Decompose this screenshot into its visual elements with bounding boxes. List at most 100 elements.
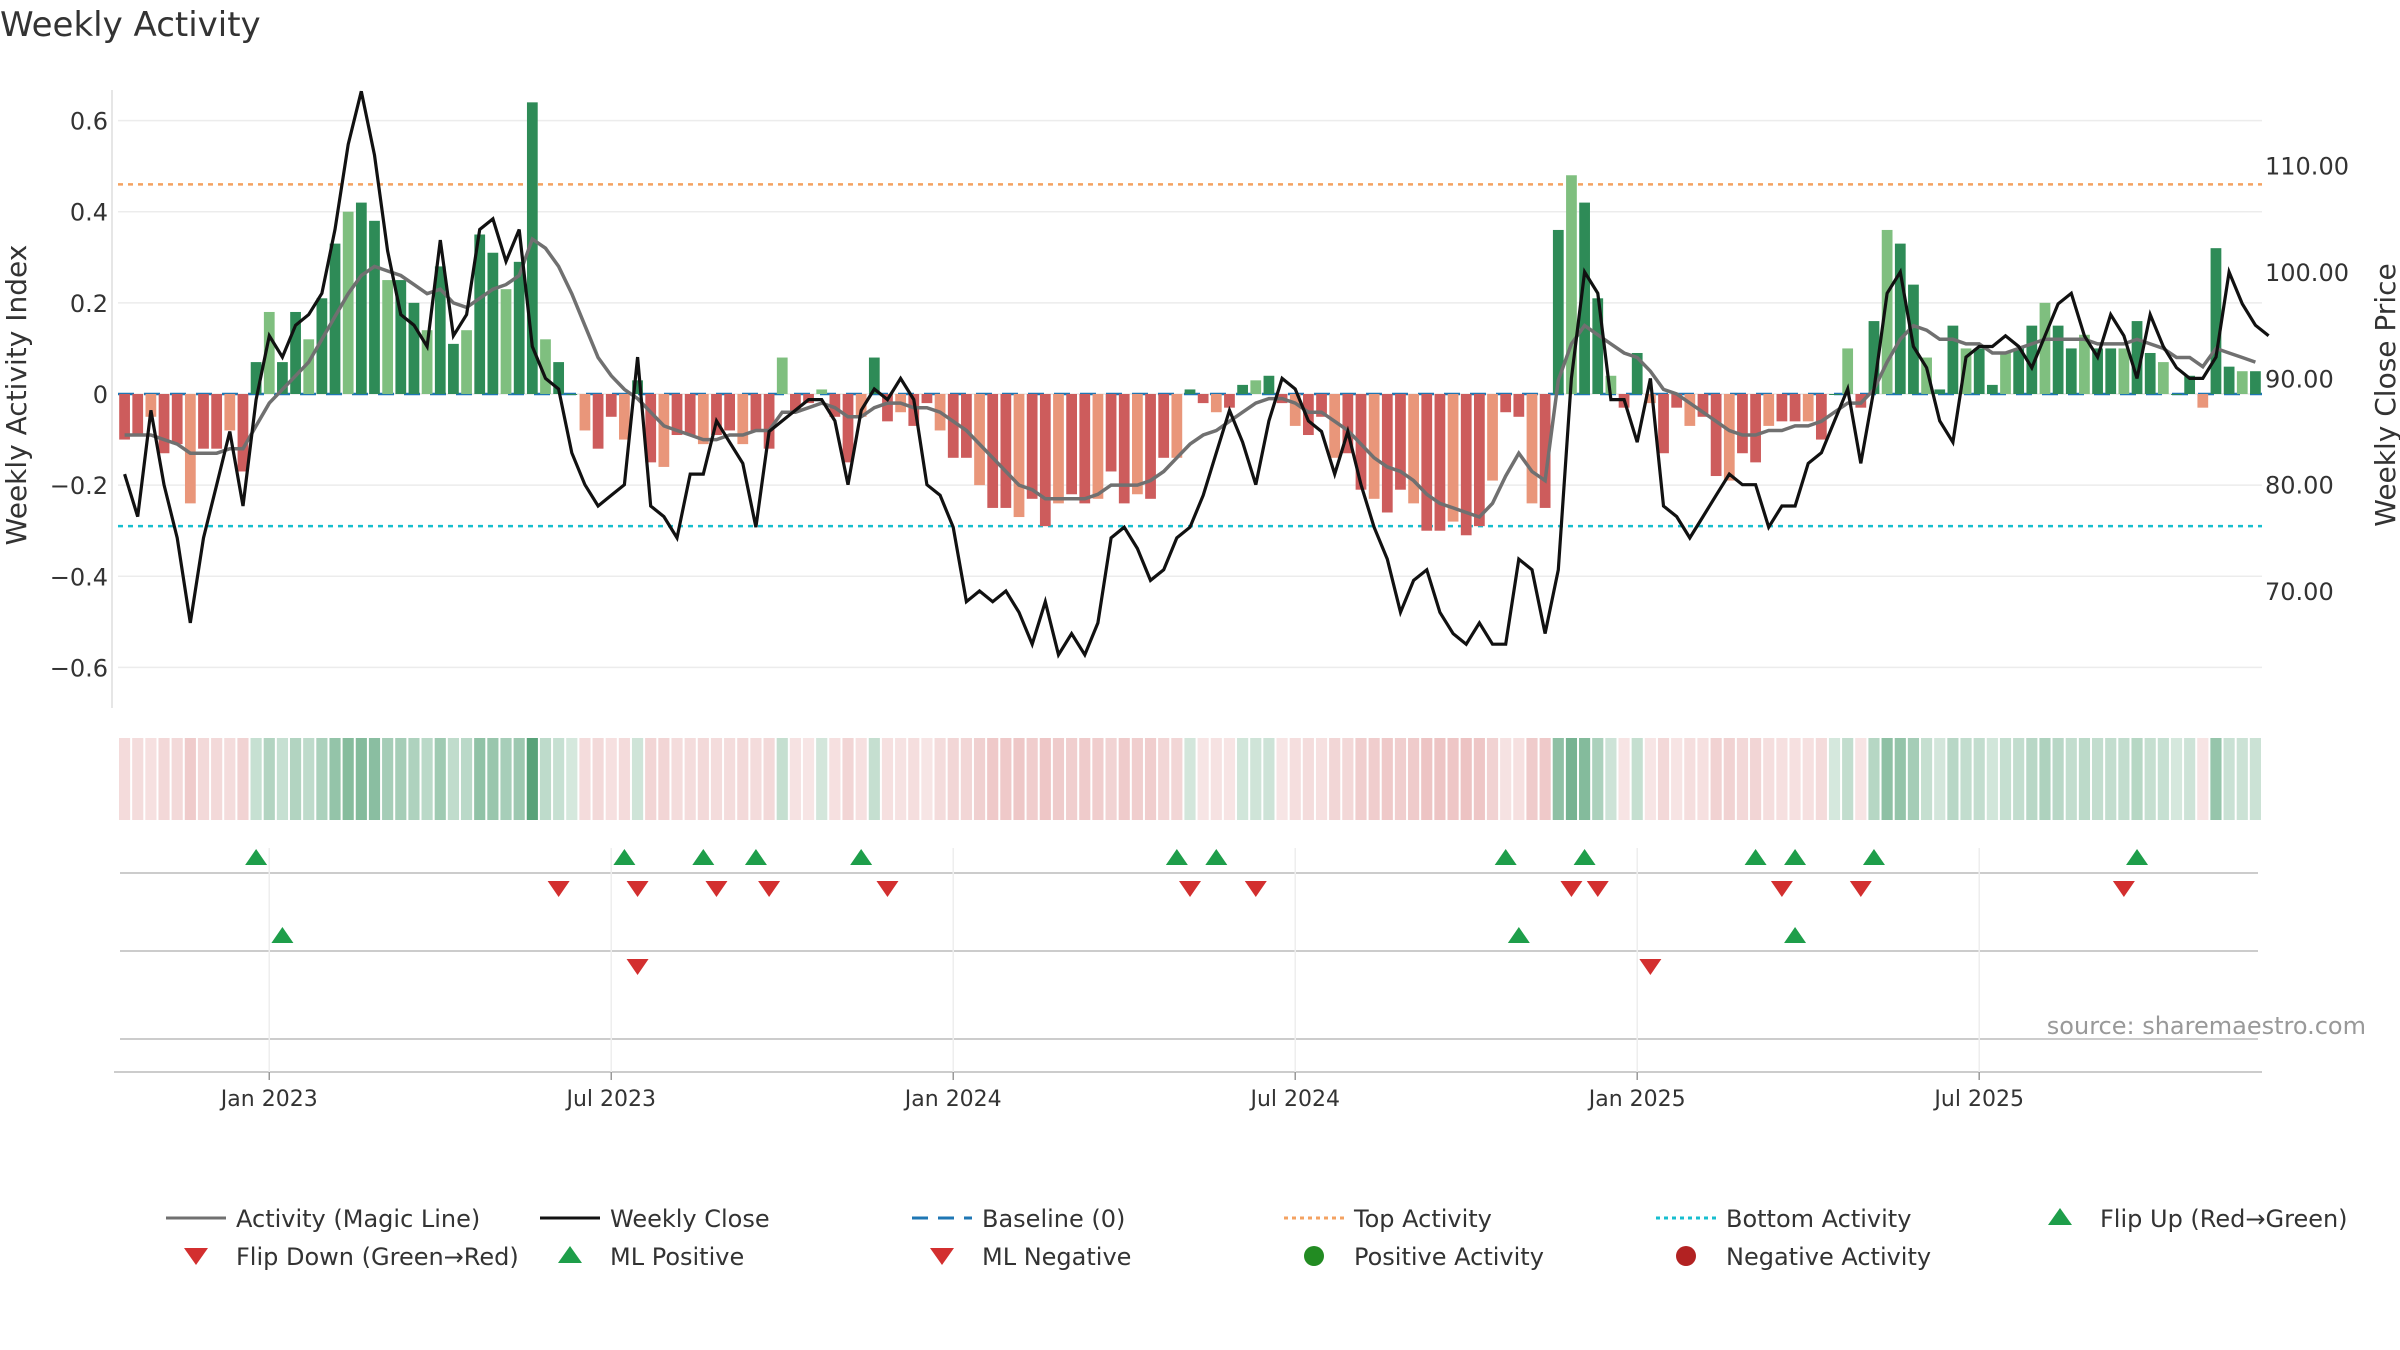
activity-bar xyxy=(1105,394,1117,472)
heat-cell xyxy=(526,738,538,820)
activity-bar xyxy=(1434,394,1446,531)
heat-cell xyxy=(1894,738,1906,820)
heat-cell xyxy=(1289,738,1301,820)
heat-cell xyxy=(2039,738,2051,820)
heat-cell xyxy=(539,738,552,820)
activity-bar xyxy=(1079,394,1091,504)
activity-bar xyxy=(1842,348,1854,394)
activity-bar xyxy=(1118,394,1130,504)
heat-cell xyxy=(2131,738,2143,820)
activity-bar xyxy=(1921,357,1932,394)
activity-bar xyxy=(1092,394,1104,499)
activity-bar xyxy=(303,339,315,394)
activity-bar xyxy=(1303,394,1314,436)
signal-rows xyxy=(114,848,2262,1073)
heat-cell xyxy=(1381,738,1393,820)
activity-bar xyxy=(2052,325,2064,394)
activity-bar xyxy=(158,394,170,454)
activity-bar xyxy=(776,357,788,394)
activity-bar xyxy=(1184,389,1196,394)
y-tick-label: −0.4 xyxy=(50,563,108,591)
activity-bar xyxy=(1894,243,1906,394)
heat-cell xyxy=(1026,738,1038,820)
heat-cell xyxy=(1460,738,1472,820)
heat-cell xyxy=(355,738,367,820)
activity-bar xyxy=(198,394,209,449)
heat-cell xyxy=(737,738,749,820)
heat-cell xyxy=(2078,738,2091,820)
ml-positive-marker xyxy=(271,927,294,943)
heat-cell xyxy=(1092,738,1104,820)
heat-cell xyxy=(2184,738,2196,820)
activity-bar xyxy=(1289,394,1301,426)
heat-cell xyxy=(2065,738,2077,820)
heat-cell xyxy=(368,738,381,820)
activity-bar xyxy=(171,394,183,445)
heat-cell xyxy=(868,738,880,820)
activity-bar xyxy=(1868,321,1880,394)
y-tick-label: −0.6 xyxy=(50,654,108,682)
heat-cell xyxy=(1999,738,2012,820)
activity-bar xyxy=(2250,371,2261,394)
heat-cell xyxy=(1105,738,1117,820)
activity-bar xyxy=(526,102,538,394)
x-tick-label: Jul 2025 xyxy=(1932,1087,2024,1112)
activity-bar xyxy=(711,394,722,436)
heat-cell xyxy=(1000,738,1012,820)
activity-bar xyxy=(579,394,591,431)
heat-cell xyxy=(1263,738,1275,820)
heat-cell xyxy=(421,738,433,820)
main-grid xyxy=(111,90,2262,708)
flip-down-marker xyxy=(1179,881,1201,897)
heat-cell xyxy=(1802,738,1814,820)
heat-cell xyxy=(816,738,828,820)
heat-cell xyxy=(158,738,170,820)
heat-cell xyxy=(263,738,275,820)
activity-bar xyxy=(1210,394,1222,413)
heat-cell xyxy=(1158,738,1170,820)
heat-cell xyxy=(329,738,341,820)
heat-cell xyxy=(1750,738,1762,820)
activity-bar xyxy=(1408,394,1419,504)
activity-bar xyxy=(487,252,499,394)
heat-cell xyxy=(697,738,709,820)
activity-bar xyxy=(145,394,157,417)
heat-cell xyxy=(1618,738,1630,820)
activity-bar xyxy=(1158,394,1170,458)
activity-bar xyxy=(1513,394,1525,417)
heat-cell xyxy=(1565,738,1578,820)
activity-bar xyxy=(1066,394,1077,495)
activity-bar xyxy=(987,394,999,508)
heat-cell xyxy=(342,738,354,820)
heat-cell xyxy=(132,738,144,820)
heat-cell xyxy=(763,738,775,820)
heat-cell xyxy=(1329,738,1341,820)
heat-cell xyxy=(1973,738,1985,820)
y2-axis-label: Weekly Close Price xyxy=(2369,263,2400,526)
heat-cell xyxy=(474,738,486,820)
heat-cell xyxy=(1828,738,1841,820)
flip-down-marker xyxy=(1244,881,1267,897)
activity-bar xyxy=(1776,394,1788,422)
flip-up-marker xyxy=(692,849,715,865)
heat-cell xyxy=(1250,738,1262,820)
legend-negative-activity-icon xyxy=(1676,1246,1696,1266)
heat-cell xyxy=(2197,738,2209,820)
activity-bar xyxy=(2026,325,2038,394)
ml-negative-marker xyxy=(1639,959,1662,975)
heat-cell xyxy=(1736,738,1749,820)
activity-bar xyxy=(1013,394,1025,518)
heat-cell xyxy=(1500,738,1512,820)
heat-cell xyxy=(1368,738,1380,820)
activity-heat-strip xyxy=(119,738,2261,820)
heat-cell xyxy=(1776,738,1788,820)
activity-bar xyxy=(211,394,223,449)
activity-bar xyxy=(658,394,670,467)
activity-bar xyxy=(1986,384,1998,394)
activity-bar xyxy=(1053,394,1064,504)
x-tick-label: Jan 2023 xyxy=(219,1087,318,1112)
activity-bar xyxy=(290,311,301,394)
activity-bar xyxy=(974,394,985,486)
activity-bar xyxy=(1263,375,1275,394)
